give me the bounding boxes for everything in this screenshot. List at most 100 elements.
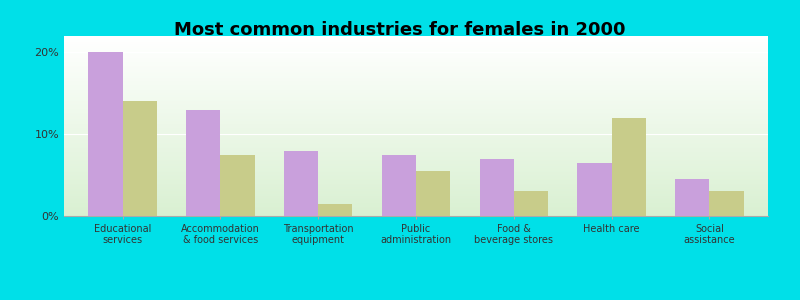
Bar [64,105,768,106]
Bar [64,63,768,64]
Bar [122,101,157,216]
Bar [64,88,768,89]
Bar [64,109,768,110]
Bar [64,159,768,160]
Bar [64,181,768,182]
Text: Most common industries for females in 2000: Most common industries for females in 20… [174,21,626,39]
Bar [64,156,768,157]
Bar [64,182,768,183]
Bar [64,70,768,71]
Bar [64,73,768,74]
Bar [64,195,768,196]
Bar [64,76,768,77]
Bar [64,136,768,137]
Bar [64,208,768,209]
Bar [64,39,768,40]
Bar [64,140,768,141]
Bar [64,91,768,92]
Bar [64,72,768,73]
Bar [64,106,768,107]
Bar [611,118,646,216]
Bar [64,150,768,151]
Bar [64,153,768,154]
Bar [479,159,514,216]
Bar [64,118,768,119]
Bar [284,151,318,216]
Bar [64,103,768,104]
Bar [64,107,768,108]
Bar [64,38,768,39]
Bar [64,189,768,190]
Bar [64,36,768,37]
Bar [64,180,768,181]
Bar [64,116,768,117]
Bar [64,207,768,208]
Bar [64,79,768,80]
Bar [64,108,768,109]
Bar [64,130,768,131]
Bar [64,141,768,142]
Bar [64,214,768,215]
Bar [64,112,768,113]
Bar [64,52,768,53]
Bar [64,59,768,60]
Bar [64,115,768,116]
Bar [64,137,768,138]
Bar [64,133,768,134]
Bar [64,75,768,76]
Bar [64,212,768,213]
Bar [64,86,768,87]
Bar [64,215,768,216]
Bar [64,123,768,124]
Bar [64,98,768,99]
Bar [64,178,768,179]
Bar [64,125,768,126]
Bar [64,56,768,57]
Bar [64,48,768,49]
Bar [64,78,768,79]
Bar [64,164,768,165]
Bar [64,104,768,105]
Bar [64,188,768,189]
Bar [64,68,768,69]
Bar [710,191,743,216]
Bar [64,149,768,150]
Bar [318,204,353,216]
Bar [64,113,768,114]
Bar [64,58,768,59]
Bar [64,184,768,185]
Bar [64,83,768,84]
Bar [64,92,768,93]
Bar [64,204,768,205]
Bar [64,152,768,153]
Bar [64,206,768,207]
Bar [64,81,768,82]
Bar [64,158,768,159]
Bar [64,46,768,47]
Bar [64,71,768,72]
Bar [64,199,768,200]
Bar [64,102,768,103]
Bar [64,143,768,144]
Bar [64,97,768,98]
Bar [64,138,768,139]
Bar [64,110,768,111]
Bar [64,65,768,66]
Bar [64,89,768,90]
Bar [64,170,768,171]
Bar [64,40,768,41]
Bar [64,174,768,175]
Bar [64,213,768,214]
Bar [64,47,768,48]
Bar [64,42,768,43]
Bar [416,171,450,216]
Bar [64,119,768,120]
Bar [64,85,768,86]
Bar [64,53,768,54]
Bar [64,45,768,46]
Bar [64,186,768,187]
Bar [64,155,768,156]
Bar [64,122,768,123]
Bar [64,211,768,212]
Bar [64,160,768,161]
